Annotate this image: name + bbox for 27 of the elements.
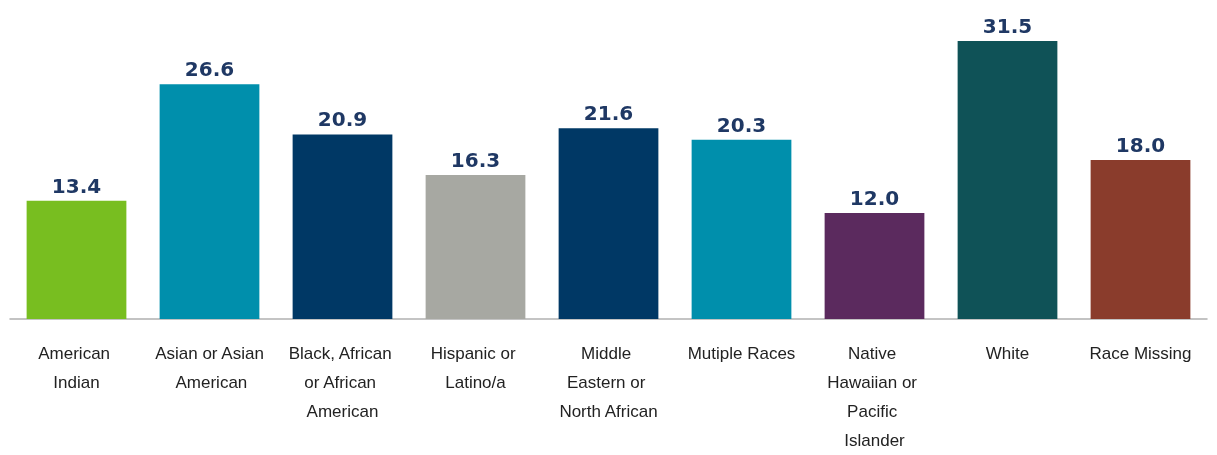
bar [957, 40, 1058, 319]
bar [558, 128, 659, 319]
data-label: 13.4 [51, 173, 102, 198]
data-label: 26.6 [184, 57, 235, 82]
bar [159, 84, 260, 319]
bar [1090, 160, 1191, 319]
x-tick-label: Middle Eastern or North African [559, 344, 658, 421]
x-tick-label: Native Hawaiian or Pacific Islander [827, 344, 922, 450]
data-label: 16.3 [450, 148, 501, 173]
data-label: 31.5 [982, 13, 1033, 38]
bar [26, 200, 127, 319]
data-label: 21.6 [583, 101, 634, 126]
data-label: 18.0 [1115, 133, 1166, 158]
bar [691, 139, 792, 319]
data-label: 12.0 [849, 186, 900, 211]
bar [292, 134, 393, 319]
data-label: 20.9 [317, 107, 368, 132]
bar [425, 175, 526, 319]
x-tick-label: Asian or Asian American [155, 344, 264, 392]
x-tick-label: Hispanic or Latino/a [430, 344, 521, 392]
x-tick-label: Race Missing [1089, 344, 1192, 363]
x-tick-label: Mutiple Races [687, 344, 796, 363]
x-tick-label: Black, African or African American [288, 344, 397, 421]
x-tick-label: White [985, 344, 1030, 363]
data-label: 20.3 [716, 112, 767, 137]
x-tick-label: American Indian [38, 344, 115, 392]
bar [824, 213, 925, 319]
